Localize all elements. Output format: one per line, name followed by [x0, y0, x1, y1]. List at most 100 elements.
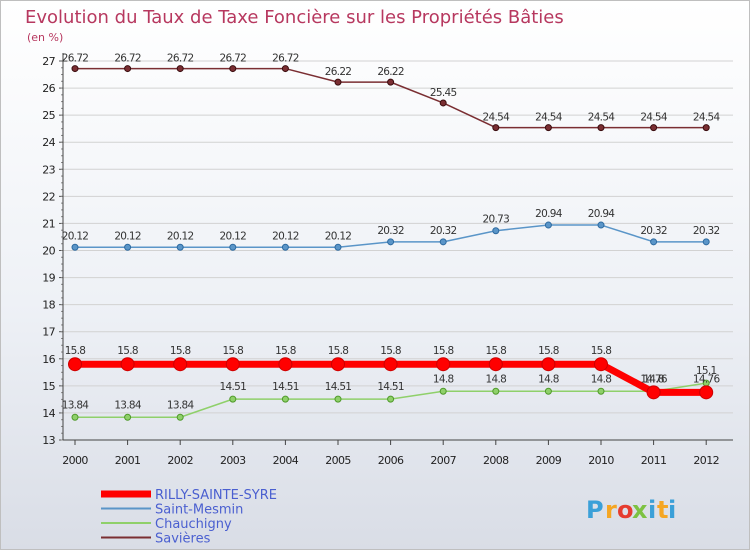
chart-subtitle: (en %)	[27, 31, 63, 44]
data-point	[124, 243, 132, 251]
data-label: 20.12	[167, 230, 194, 242]
data-label: 15.8	[117, 345, 138, 357]
data-label: 15.8	[328, 345, 349, 357]
data-label: 14.51	[272, 381, 299, 393]
data-point	[650, 238, 658, 246]
data-label: 14.76	[640, 373, 668, 385]
data-point	[124, 413, 132, 421]
x-tick-label: 2009	[536, 454, 562, 467]
data-label: 13.84	[167, 399, 195, 411]
data-point	[387, 78, 395, 86]
x-tick-label: 2005	[325, 454, 351, 467]
data-point	[646, 385, 661, 400]
brand-logo-letter: x	[632, 496, 648, 524]
data-label: 20.12	[114, 230, 141, 242]
data-point	[650, 124, 658, 132]
data-label: 24.54	[535, 112, 563, 124]
x-tick-label: 2002	[167, 454, 193, 467]
data-point	[71, 413, 79, 421]
data-label: 26.72	[114, 53, 141, 65]
data-point	[124, 65, 132, 73]
data-label: 15.8	[486, 345, 507, 357]
legend-label: Savières	[155, 532, 211, 547]
x-tick-label: 2011	[641, 454, 667, 467]
data-point	[544, 387, 552, 395]
data-label: 26.72	[220, 53, 247, 65]
data-label: 15.1	[696, 365, 717, 377]
data-point	[281, 243, 289, 251]
brand-logo-letter: t	[657, 496, 669, 524]
data-label: 14.51	[220, 381, 247, 393]
y-tick-label: 18	[42, 299, 55, 312]
data-label: 14.51	[377, 381, 404, 393]
data-point	[544, 221, 552, 229]
data-label: 13.84	[62, 399, 90, 411]
data-label: 20.73	[483, 214, 510, 226]
data-label: 20.12	[220, 230, 247, 242]
data-point	[176, 243, 184, 251]
data-label: 26.72	[272, 53, 299, 65]
data-label: 14.8	[591, 373, 612, 385]
brand-logo-letter: o	[617, 496, 635, 524]
data-point	[176, 413, 184, 421]
data-label: 14.8	[433, 373, 454, 385]
brand-logo-letter: P	[586, 496, 605, 524]
data-label: 14.8	[538, 373, 559, 385]
data-label: 14.76	[693, 373, 721, 385]
data-label: 15.8	[538, 345, 559, 357]
data-point	[229, 65, 237, 73]
legend-label: Chauchigny	[155, 517, 232, 532]
legend-label: RILLY-SAINTE-SYRE	[155, 488, 277, 503]
x-tick-label: 2004	[273, 454, 299, 467]
data-label: 24.54	[588, 112, 616, 124]
data-point	[597, 221, 605, 229]
data-point	[597, 124, 605, 132]
x-tick-label: 2012	[693, 454, 719, 467]
data-point	[699, 385, 714, 400]
data-label: 20.32	[693, 225, 720, 237]
data-label: 20.94	[588, 208, 616, 220]
data-point	[176, 65, 184, 73]
data-point	[229, 243, 237, 251]
y-tick-label: 14	[42, 407, 55, 420]
data-point	[120, 357, 135, 372]
data-label: 20.94	[535, 208, 563, 220]
y-tick-label: 21	[42, 217, 55, 230]
data-label: 24.54	[640, 112, 668, 124]
data-point	[436, 357, 451, 372]
data-point	[225, 357, 240, 372]
data-label: 15.8	[65, 345, 86, 357]
data-point	[492, 387, 500, 395]
data-point	[439, 387, 447, 395]
data-label: 20.12	[272, 230, 299, 242]
y-tick-label: 22	[42, 190, 55, 203]
brand-logo-letter: i	[668, 496, 677, 524]
data-point	[331, 357, 345, 372]
data-point	[492, 227, 500, 235]
y-tick-label: 15	[42, 380, 55, 393]
data-label: 14.51	[325, 381, 352, 393]
data-point	[387, 395, 395, 403]
data-point	[702, 124, 710, 132]
data-point	[334, 395, 342, 403]
data-point	[173, 357, 188, 372]
data-point	[229, 395, 237, 403]
x-tick-label: 2006	[378, 454, 404, 467]
data-label: 15.8	[170, 345, 191, 357]
x-tick-label: 2010	[588, 454, 614, 467]
data-point	[541, 357, 556, 372]
x-tick-label: 2000	[62, 454, 88, 467]
data-label: 13.84	[114, 399, 142, 411]
data-point	[439, 99, 447, 107]
y-tick-label: 16	[42, 353, 55, 366]
data-label: 15.8	[380, 345, 401, 357]
data-label: 26.22	[325, 66, 352, 78]
brand-logo-letter: i	[648, 496, 657, 524]
x-tick-label: 2001	[115, 454, 141, 467]
data-point	[544, 124, 552, 132]
data-label: 14.8	[486, 373, 507, 385]
data-point	[488, 357, 503, 372]
data-label: 26.22	[377, 66, 404, 78]
